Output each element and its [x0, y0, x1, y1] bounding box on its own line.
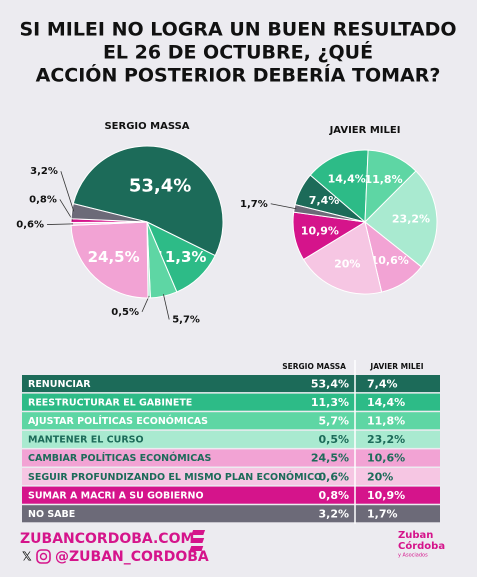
pie-slice [72, 145, 224, 257]
pie-slice [309, 149, 369, 224]
cell-value: 0,8% [318, 489, 349, 502]
table-row [22, 505, 440, 523]
value-label: 1,7% [240, 199, 268, 210]
table-row [22, 375, 440, 393]
logo-mark [190, 538, 205, 543]
column-header: JAVIER MILEI [369, 362, 423, 371]
logo-text: Córdoba [398, 540, 445, 552]
cell-value: 0,6% [318, 470, 349, 483]
row-label: MANTENER EL CURSO [28, 435, 144, 446]
cell-value: 14,4% [367, 396, 405, 409]
title-line: ACCIÓN POSTERIOR DEBERÍA TOMAR? [36, 63, 441, 87]
cell-value: 1,7% [367, 508, 398, 521]
value-label: 0,6% [16, 220, 44, 231]
value-label: 14,4% [328, 173, 366, 186]
pie-slice [70, 203, 148, 223]
leader-line [163, 294, 170, 320]
table-row [22, 393, 440, 411]
row-label: NO SABE [28, 509, 75, 520]
footer: ZUBANCORDOBA.COM 𝕏 @ZUBAN_CORDOBA Zuban … [20, 530, 445, 565]
row-label: SEGUIR PROFUNDIZANDO EL MISMO PLAN ECONÓ… [28, 471, 322, 483]
cell-value: 23,2% [367, 433, 405, 446]
leader-line [270, 203, 297, 210]
row-label: REESTRUCTURAR EL GABINETE [28, 397, 192, 408]
website[interactable]: ZUBANCORDOBA.COM [20, 531, 194, 547]
logo-mark [191, 530, 206, 535]
x-icon[interactable]: 𝕏 [22, 550, 32, 564]
table-row [22, 468, 440, 486]
value-label: 0,5% [111, 307, 139, 318]
handle[interactable]: @ZUBAN_CORDOBA [55, 549, 209, 565]
cell-value: 7,4% [367, 377, 398, 390]
row-label: SUMAR A MACRI A SU GOBIERNO [28, 490, 204, 501]
value-label: 0,8% [29, 194, 57, 205]
leader-line [47, 223, 74, 225]
cell-value: 10,9% [367, 489, 405, 502]
value-label: 7,4% [309, 194, 340, 207]
cell-value: 20% [367, 470, 393, 483]
pie-slice [70, 221, 149, 299]
cell-value: 11,3% [311, 396, 349, 409]
cell-value: 0,5% [318, 433, 349, 446]
row-label: CAMBIAR POLÍTICAS ECONÓMICAS [28, 452, 212, 464]
table-row [22, 412, 440, 430]
title-line: SI MILEI NO LOGRA UN BUEN RESULTADO [19, 19, 456, 41]
cell-value: 10,6% [367, 452, 405, 465]
table-row [22, 449, 440, 467]
value-label: 5,7% [172, 315, 200, 326]
pie-slice [302, 221, 383, 295]
pie-slice [364, 170, 438, 268]
value-label: 10,6% [371, 254, 409, 267]
cell-value: 53,4% [311, 377, 349, 390]
value-label: 53,4% [129, 175, 191, 196]
leader-line [141, 295, 150, 313]
value-label: 24,5% [88, 248, 140, 266]
logo-text: Zuban [398, 530, 433, 541]
cell-value: 3,2% [318, 508, 349, 521]
table-row [22, 430, 440, 448]
value-label: 10,9% [301, 224, 339, 237]
cell-value: 24,5% [311, 452, 349, 465]
logo-text: y Asociados [398, 553, 428, 559]
value-label: 23,2% [392, 212, 430, 225]
value-label: 20% [334, 258, 360, 271]
value-label: 11,3% [154, 248, 206, 266]
leader-line [60, 171, 75, 212]
row-label: AJUSTAR POLÍTICAS ECONÓMICAS [28, 415, 208, 427]
instagram-icon[interactable] [36, 549, 51, 564]
cell-value: 11,8% [367, 415, 405, 428]
cell-value: 5,7% [318, 415, 349, 428]
pie-title: JAVIER MILEI [329, 125, 401, 136]
instagram-icon [39, 552, 48, 561]
value-label: 11,8% [364, 173, 402, 186]
column-header: SERGIO MASSA [282, 362, 346, 371]
title-line: EL 26 DE OCTUBRE, ¿QUÉ [103, 41, 373, 64]
row-label: RENUNCIAR [28, 379, 91, 390]
value-label: 3,2% [30, 166, 58, 177]
pie-title: SERGIO MASSA [104, 121, 189, 132]
table-row [22, 486, 440, 504]
logo-mark [189, 546, 204, 551]
